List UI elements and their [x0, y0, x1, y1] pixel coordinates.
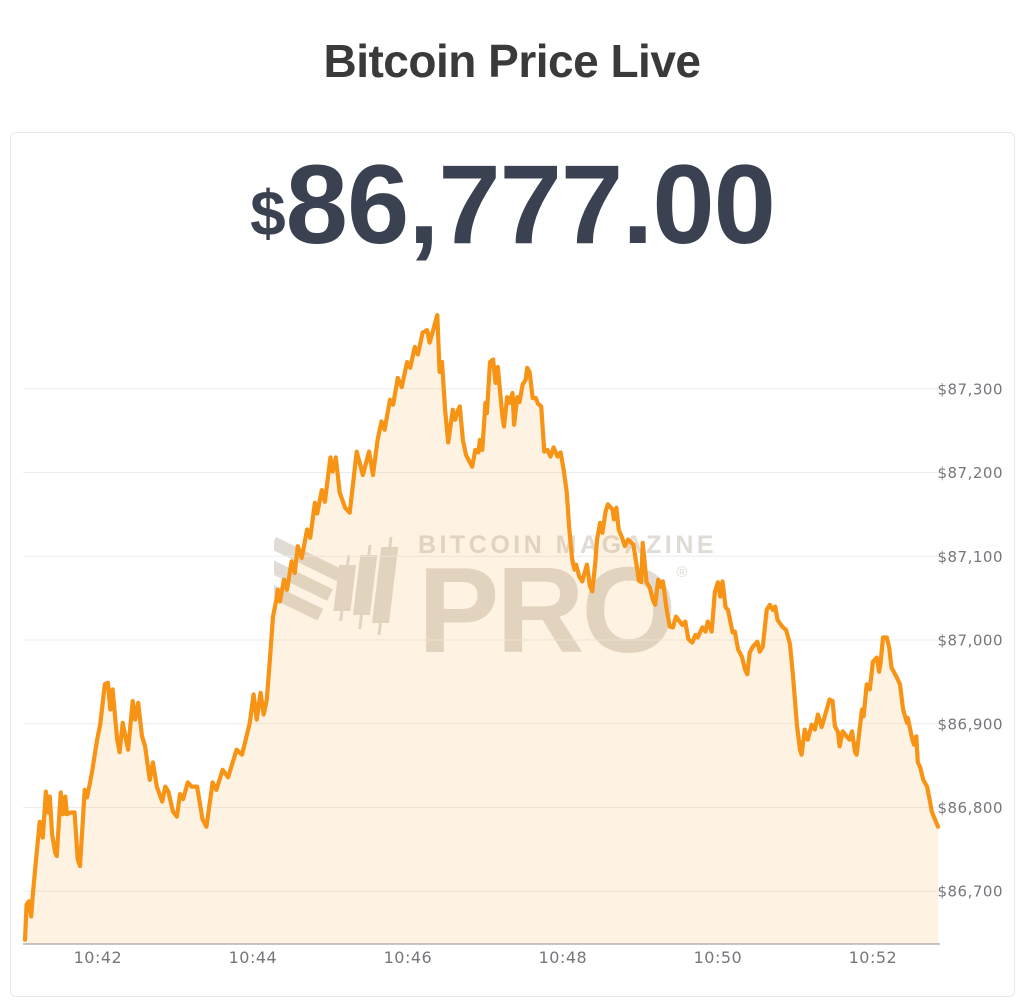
- x-axis-tick-label: 10:48: [539, 948, 588, 967]
- y-axis-tick-label: $87,000: [937, 632, 1003, 650]
- live-price: $86,777.00: [11, 149, 1014, 261]
- x-axis-tick-label: 10:50: [694, 948, 743, 967]
- bitcoin-magazine-pro-logo-icon: [274, 537, 399, 635]
- price-line: [22, 313, 941, 942]
- watermark-brand-text: BITCOIN MAGAZINE: [418, 533, 717, 558]
- y-axis-tick-label: $86,700: [937, 883, 1003, 901]
- y-axis-tick-label: $86,900: [937, 715, 1003, 733]
- y-axis-tick-label: $87,300: [937, 380, 1003, 398]
- y-axis-tick-label: $87,100: [937, 548, 1003, 566]
- registered-trademark-icon: ®: [676, 564, 688, 581]
- x-axis-tick-label: 10:44: [229, 948, 278, 967]
- watermark-product-text: PRO: [418, 549, 676, 671]
- price-value: 86,777.00: [285, 142, 776, 267]
- y-axis-tick-label: $87,200: [937, 464, 1003, 482]
- x-axis-tick-label: 10:42: [74, 948, 123, 967]
- x-axis-tick-label: 10:52: [849, 948, 898, 967]
- price-chart-card: $86,777.00 BITCOIN MAGAZIN: [10, 132, 1015, 997]
- x-axis-tick-label: 10:46: [384, 948, 433, 967]
- page-title: Bitcoin Price Live: [323, 35, 701, 87]
- watermark-text: BITCOIN MAGAZINE PRO ®: [418, 533, 717, 672]
- watermark: BITCOIN MAGAZINE PRO ®: [274, 533, 717, 672]
- y-axis-tick-label: $86,800: [937, 799, 1003, 817]
- currency-symbol: $: [250, 177, 286, 249]
- price-area-fill: [25, 315, 938, 945]
